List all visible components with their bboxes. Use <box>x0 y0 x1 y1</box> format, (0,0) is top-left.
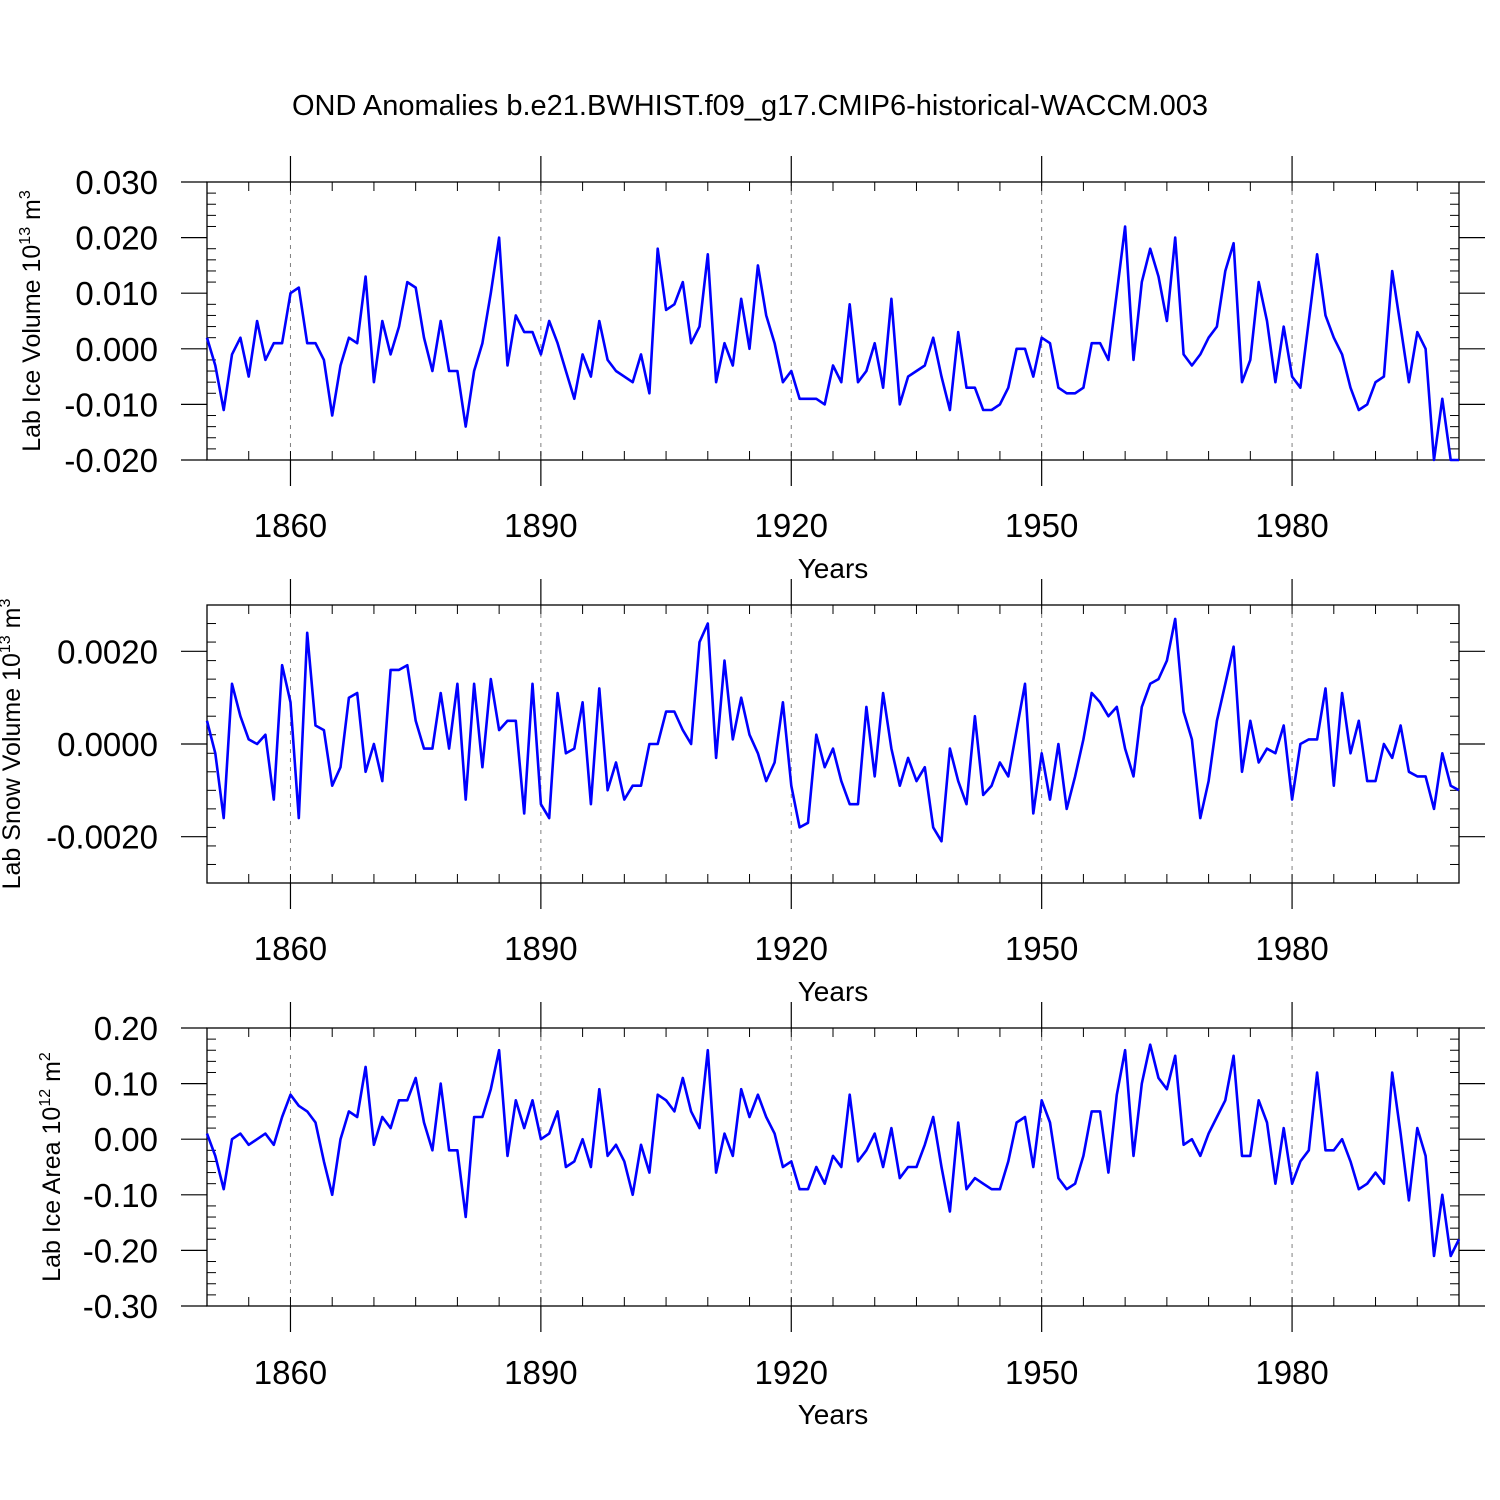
y-tick-label: 0.030 <box>75 164 158 201</box>
x-tick-label: 1950 <box>1005 507 1078 544</box>
plot-frame <box>206 604 1460 884</box>
x-tick-label: 1890 <box>504 930 577 967</box>
y-tick-label: 0.020 <box>75 220 158 257</box>
panel-ice-volume: -0.020 -0.010 0.000 0.010 0.020 0.030 1860 1890… <box>17 156 1485 584</box>
y-tick-label: -0.30 <box>83 1288 158 1325</box>
y-axis-label-name: Lab Ice Area 10 <box>38 1107 66 1282</box>
y-axis-label-name: Lab Snow Volume 10 <box>0 653 26 889</box>
plot-frame <box>206 181 1460 461</box>
x-tick-label: 1980 <box>1255 1354 1328 1391</box>
series-line <box>205 225 1459 462</box>
series-line <box>205 1043 1461 1258</box>
x-tick-label: 1980 <box>1255 507 1328 544</box>
y-axis-label-exponent: 13 <box>17 227 34 245</box>
x-tick-label: 1860 <box>254 1354 327 1391</box>
y-tick-label: -0.010 <box>64 386 158 423</box>
y-tick-label: -0.20 <box>83 1232 158 1269</box>
panel-ice-area: -0.30 -0.20 -0.10 0.00 0.10 0.20 1860 1890 1920 1… <box>37 1002 1485 1430</box>
x-tick-label: 1860 <box>254 930 327 967</box>
y-axis-label-unit-power: 2 <box>37 1052 54 1061</box>
y-axis-label: Lab Snow Volume 1013 m3 <box>0 599 26 890</box>
y-axis-label-unit: m <box>38 1061 66 1089</box>
y-axis-label-unit-power: 3 <box>17 190 34 199</box>
y-axis-label-unit-power: 3 <box>0 599 14 608</box>
y-tick-label: 0.0000 <box>57 726 158 763</box>
figure-title: OND Anomalies b.e21.BWHIST.f09_g17.CMIP6… <box>292 90 1208 122</box>
x-tick-label: 1890 <box>504 507 577 544</box>
x-tick-label: 1950 <box>1005 1354 1078 1391</box>
y-tick-label: 0.00 <box>94 1121 158 1158</box>
y-tick-label: 0.000 <box>75 331 158 368</box>
x-axis-label: Years <box>798 1399 869 1430</box>
y-tick-label: -0.10 <box>83 1177 158 1214</box>
y-axis-label-exponent: 12 <box>37 1089 54 1107</box>
y-axis-label: Lab Ice Volume 1013 m3 <box>17 190 46 452</box>
x-tick-label: 1950 <box>1005 930 1078 967</box>
x-tick-label: 1920 <box>755 507 828 544</box>
x-axis-label: Years <box>798 976 869 1007</box>
y-tick-label: 0.20 <box>94 1010 158 1047</box>
y-axis-label-unit: m <box>18 199 46 227</box>
panel-snow-volume: -0.0020 0.0000 0.0020 1860 1890 1920 1950 1980 Y… <box>0 579 1485 1007</box>
plot-frame <box>206 1027 1460 1307</box>
x-axis-label: Years <box>798 553 869 584</box>
x-tick-label: 1920 <box>755 1354 828 1391</box>
x-tick-label: 1920 <box>755 930 828 967</box>
series-line <box>205 617 1460 843</box>
y-axis-label-unit: m <box>0 608 26 636</box>
y-axis-label-name: Lab Ice Volume 10 <box>18 245 46 452</box>
y-tick-label: -0.020 <box>64 442 158 479</box>
x-tick-label: 1860 <box>254 507 327 544</box>
y-tick-label: 0.10 <box>94 1066 158 1103</box>
y-tick-label: -0.0020 <box>46 819 158 856</box>
x-tick-label: 1980 <box>1255 930 1328 967</box>
y-tick-label: 0.0020 <box>57 633 158 670</box>
x-tick-label: 1890 <box>504 1354 577 1391</box>
y-axis-label: Lab Ice Area 1012 m2 <box>37 1052 66 1282</box>
y-axis-label-exponent: 13 <box>0 635 14 653</box>
y-tick-label: 0.010 <box>75 275 158 312</box>
